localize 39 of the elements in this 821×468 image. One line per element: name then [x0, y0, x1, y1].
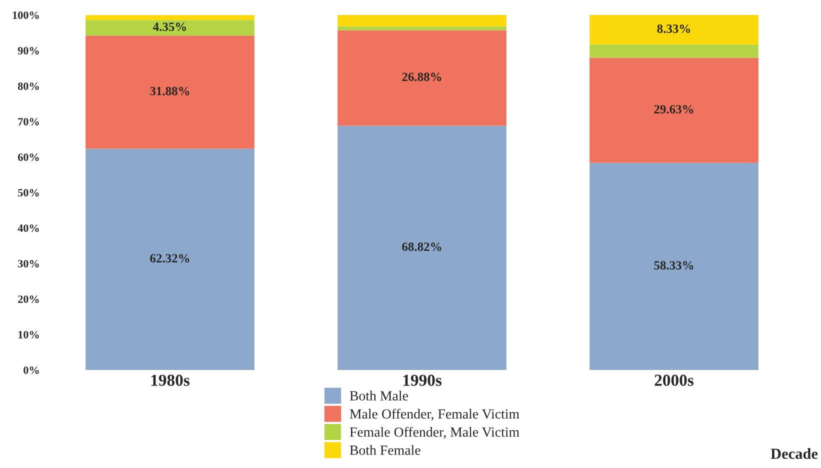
y-tick-label: 70% [18, 118, 39, 126]
bar [590, 15, 758, 45]
bar [338, 30, 506, 126]
data-label: 68.82% [402, 242, 442, 252]
x-tick-label: 1990s [403, 374, 442, 386]
y-tick-label: 80% [18, 82, 39, 90]
data-label: 26.88% [402, 72, 442, 82]
y-tick-label: 20% [18, 295, 39, 303]
x-axis-title: Decade [770, 448, 818, 459]
legend-label: Male Offender, Female Victim [350, 408, 520, 421]
y-tick-label: 100% [12, 11, 39, 19]
y-tick-label: 30% [18, 260, 39, 268]
data-label: 62.32% [150, 254, 190, 263]
data-label: 29.63% [654, 105, 694, 114]
legend-label: Both Male [350, 390, 408, 401]
bar [338, 15, 506, 26]
bar [86, 15, 254, 20]
legend-label: Both Female [350, 445, 420, 455]
y-tick-label: 90% [18, 46, 39, 54]
bar [338, 26, 506, 30]
data-label: 8.33% [657, 24, 690, 34]
bar [86, 20, 254, 36]
x-tick-label: 2000s [654, 374, 694, 386]
bar [590, 162, 758, 370]
bar [590, 58, 758, 163]
bar [338, 126, 506, 370]
data-label: 31.88% [150, 86, 190, 96]
bar [590, 44, 758, 58]
bar [86, 36, 254, 149]
data-label: 4.35% [152, 22, 186, 32]
y-tick-label: 50% [18, 188, 39, 196]
x-tick-label: 1980s [151, 374, 190, 386]
data-label: 58.33% [654, 261, 694, 270]
y-tick-label: 40% [18, 224, 39, 232]
y-tick-label: 10% [18, 330, 39, 338]
y-tick-label: 0% [24, 366, 39, 374]
y-tick-label: 60% [18, 153, 39, 161]
bar [86, 148, 254, 370]
legend-label: Female Offender, Male Victim [350, 426, 520, 439]
